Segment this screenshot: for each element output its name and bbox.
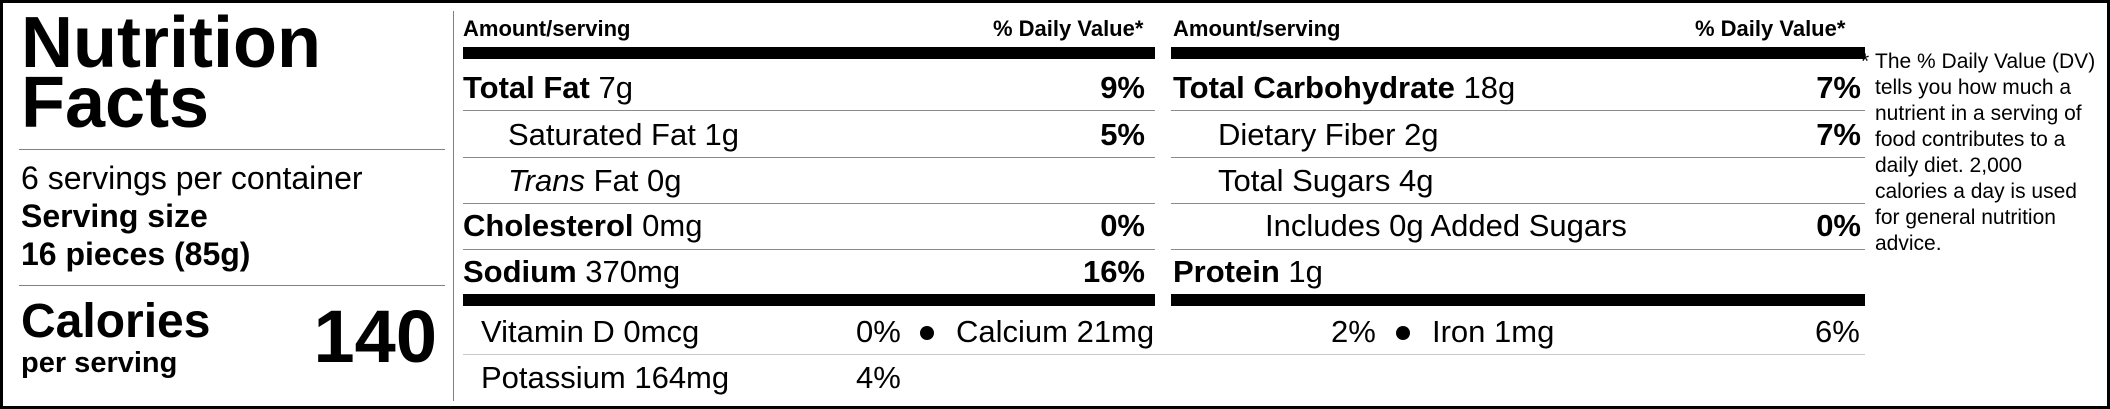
vitamin-d-dv: 0%	[856, 314, 901, 349]
nutrient-name: Dietary Fiber	[1218, 117, 1396, 152]
nutrient-name-italic: Trans	[508, 163, 585, 198]
nutrient-name: Total Sugars	[1218, 163, 1391, 198]
calories-per-serving-label: per serving	[21, 347, 178, 379]
nutrient-row-saturated-fat: Saturated Fat 1g	[508, 118, 739, 152]
bullet-icon	[920, 326, 934, 340]
nutrient-row-total-fat: Total Fat 7g	[463, 71, 633, 105]
row-divider	[1171, 157, 1865, 158]
row-divider	[463, 354, 1865, 355]
footnote-marker: *	[1861, 50, 1870, 73]
daily-value-footnote: * The % Daily Value (DV) tells you how m…	[1861, 49, 2099, 257]
calories-label: Calories	[21, 295, 211, 348]
row-divider	[1171, 249, 1865, 250]
column-divider	[453, 11, 454, 401]
calcium: Calcium 21mg	[956, 314, 1155, 349]
nutrient-amount: 4g	[1398, 163, 1434, 198]
nutrient-row-dietary-fiber: Dietary Fiber 2g	[1218, 118, 1439, 152]
title-line-1: Nutrition	[21, 3, 321, 83]
nutrient-amount: 1g	[704, 117, 739, 152]
thick-rule	[1171, 47, 1865, 59]
thick-rule	[1171, 294, 1865, 306]
nutrient-name: Protein	[1173, 254, 1280, 289]
nutrient-amount: 2g	[1404, 117, 1439, 152]
nutrient-name: Includes 0g Added Sugars	[1265, 208, 1627, 243]
thick-rule	[463, 294, 1155, 306]
nutrient-name: Cholesterol	[463, 208, 634, 243]
potassium: Potassium 164mg	[481, 360, 730, 395]
nutrient-row-added-sugars: Includes 0g Added Sugars	[1265, 209, 1627, 243]
nutrient-amount: 370mg	[585, 254, 681, 289]
nutrient-name: Total Carbohydrate	[1173, 70, 1455, 105]
nutrient-row-sodium: Sodium 370mg	[463, 255, 680, 289]
footnote-text: The % Daily Value (DV) tells you how muc…	[1875, 50, 2096, 255]
amount-per-serving-header: Amount/serving	[1173, 16, 1341, 41]
thick-rule	[463, 47, 1155, 59]
nutrient-row-protein: Protein 1g	[1173, 255, 1323, 289]
calcium-dv: 2%	[1331, 314, 1376, 349]
serving-size-value: 16 pieces (85g)	[21, 236, 251, 272]
nutrient-dv: 0%	[1816, 208, 1861, 243]
nutrient-dv: 16%	[1082, 254, 1145, 289]
serving-size-label: Serving size	[21, 198, 208, 234]
calories-value: 140	[313, 295, 437, 378]
row-divider	[1171, 110, 1865, 111]
divider	[19, 285, 445, 286]
nutrient-amount: 0g	[647, 163, 682, 198]
divider	[19, 149, 445, 150]
servings-per-container: 6 servings per container	[21, 160, 363, 196]
row-divider	[463, 157, 1155, 158]
nutrient-dv: 7%	[1816, 117, 1861, 152]
nutrient-name: Sodium	[463, 254, 577, 289]
potassium-dv: 4%	[856, 360, 901, 395]
label-title: Nutrition Facts	[21, 3, 321, 143]
nutrient-dv: 5%	[1100, 117, 1145, 152]
nutrient-dv: 0%	[1100, 208, 1145, 243]
nutrient-amount: 1g	[1288, 254, 1323, 289]
nutrient-amount: 7g	[598, 70, 633, 105]
nutrient-name: Saturated Fat	[508, 117, 696, 152]
nutrient-amount: 18g	[1463, 70, 1516, 105]
iron: Iron 1mg	[1432, 314, 1555, 349]
nutrient-dv: 7%	[1816, 70, 1861, 105]
nutrient-name: Fat	[593, 163, 639, 198]
nutrient-row-total-carbohydrate: Total Carbohydrate 18g	[1173, 71, 1515, 105]
nutrient-amount: 0mg	[642, 208, 703, 243]
row-divider	[463, 203, 1155, 204]
nutrient-row-cholesterol: Cholesterol 0mg	[463, 209, 702, 243]
nutrient-name: Total Fat	[463, 70, 590, 105]
bullet-icon	[1396, 326, 1410, 340]
daily-value-header: % Daily Value*	[1695, 16, 1846, 41]
title-line-2: Facts	[21, 63, 210, 143]
row-divider	[1171, 203, 1865, 204]
nutrient-dv: 9%	[1100, 70, 1145, 105]
daily-value-header: % Daily Value*	[993, 16, 1144, 41]
vitamin-d: Vitamin D 0mcg	[481, 314, 700, 349]
row-divider	[463, 249, 1155, 250]
nutrient-row-trans-fat: Trans Fat 0g	[508, 164, 681, 198]
amount-per-serving-header: Amount/serving	[463, 16, 631, 41]
row-divider	[463, 110, 1155, 111]
iron-dv: 6%	[1815, 314, 1860, 349]
nutrient-row-total-sugars: Total Sugars 4g	[1218, 164, 1433, 198]
